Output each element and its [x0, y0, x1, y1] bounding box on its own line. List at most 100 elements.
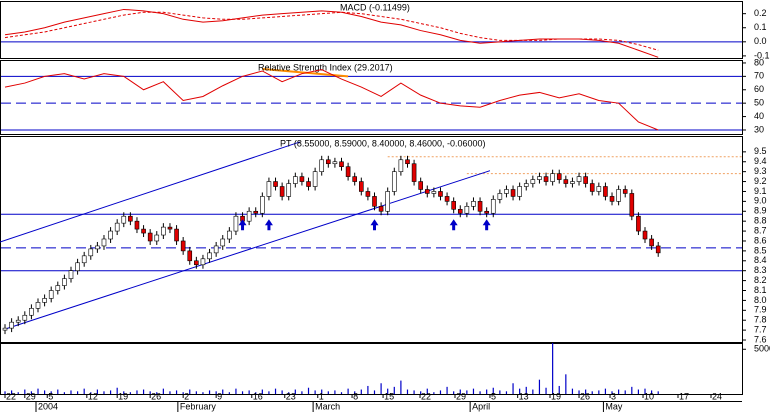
x-tick-label: 29 — [26, 391, 36, 401]
candle-body — [543, 176, 549, 182]
y-tick-label: 50000 — [754, 344, 770, 354]
candle-body — [391, 171, 397, 192]
candle-body — [332, 161, 338, 165]
y-tick-label: 8.1 — [754, 285, 767, 295]
candle-body — [411, 163, 417, 182]
candle-body — [563, 179, 569, 184]
x-tick-label: 9 — [217, 391, 222, 401]
candle-body — [523, 183, 529, 187]
candle-body — [233, 215, 239, 232]
candle-body — [457, 208, 463, 214]
y-tick-label: 9.5 — [754, 146, 767, 156]
candle-body — [636, 215, 641, 232]
x-tick-label: 16 — [253, 391, 263, 401]
y-tick-label: 40 — [754, 111, 764, 121]
candle-body — [603, 186, 608, 197]
x-tick-label: 13 — [519, 391, 529, 401]
candle-body — [220, 238, 226, 247]
candle-body — [556, 173, 562, 180]
candle-body — [372, 196, 377, 207]
x-tick-label: 29 — [456, 391, 466, 401]
y-tick-label: 9.0 — [754, 196, 767, 206]
candle-body — [9, 321, 14, 329]
y-tick-label: 9.3 — [754, 166, 767, 176]
candle-body — [589, 183, 595, 192]
panel-frame — [0, 1, 743, 59]
x-tick-label: 5 — [491, 391, 496, 401]
candle-body — [517, 186, 522, 197]
candle-body — [299, 176, 305, 182]
candle-body — [477, 201, 483, 212]
candle-body — [187, 250, 193, 262]
signal-arrow — [238, 219, 247, 231]
candle-body — [424, 189, 430, 194]
candle-body — [352, 176, 358, 182]
panel-frame — [0, 136, 743, 343]
candle-body — [174, 228, 179, 242]
candle-body — [438, 191, 443, 197]
candle-body — [279, 186, 285, 197]
candle-body — [418, 181, 423, 190]
month-label: 2004 — [38, 401, 58, 411]
x-tick-label: 12 — [88, 391, 98, 401]
candle-body — [88, 248, 94, 257]
candle-body — [405, 159, 410, 165]
candle-body — [194, 260, 199, 266]
x-tick-label: 1 — [319, 391, 324, 401]
candle-body — [345, 166, 351, 177]
candle-body — [504, 189, 509, 194]
candle-body — [490, 199, 496, 214]
x-tick-label: 22 — [6, 391, 16, 401]
candle-body — [48, 290, 54, 299]
series-line — [4, 8, 659, 58]
candle-body — [537, 176, 542, 180]
y-tick-label: 9.1 — [754, 186, 767, 196]
y-tick-label: 8.4 — [754, 255, 767, 265]
candle-body — [2, 327, 8, 331]
x-tick-label: 15 — [384, 391, 394, 401]
y-tick-label: 0.0 — [754, 36, 767, 46]
y-tick-label: 7.9 — [754, 305, 767, 315]
candle-body — [451, 201, 456, 210]
y-tick-label: 8.7 — [754, 225, 767, 235]
trend-line — [0, 141, 301, 243]
y-tick-label: 30 — [754, 124, 764, 134]
candle-body — [81, 255, 87, 264]
y-tick-label: 0.1 — [754, 22, 767, 32]
candle-body — [134, 220, 140, 230]
candle-body — [167, 226, 173, 230]
candle-body — [75, 262, 80, 271]
candle-body — [398, 159, 404, 172]
candle-body — [510, 189, 516, 197]
candle-body — [642, 230, 648, 240]
candle-body — [339, 161, 344, 168]
candle-body — [312, 171, 318, 187]
y-tick-label: 7.8 — [754, 315, 767, 325]
candle-body — [471, 201, 476, 207]
candle-body — [444, 196, 450, 202]
candle-body — [649, 238, 654, 247]
candle-body — [293, 176, 298, 184]
candle-body — [246, 210, 252, 222]
candle-body — [622, 189, 628, 194]
x-tick-label: 26 — [580, 391, 590, 401]
signal-arrow — [482, 219, 491, 231]
panel-frame — [0, 60, 743, 135]
candle-body — [464, 206, 470, 214]
trend-line — [4, 170, 491, 330]
candle-body — [266, 181, 272, 197]
candle-body — [616, 189, 621, 202]
y-tick-label: 8.3 — [754, 265, 767, 275]
candle-body — [121, 215, 127, 224]
y-tick-label: 80 — [754, 57, 764, 67]
y-tick-label: 9.4 — [754, 156, 767, 166]
candle-body — [629, 193, 635, 217]
series-line — [4, 11, 659, 51]
candle-body — [576, 176, 582, 182]
x-tick-label: 5 — [48, 391, 53, 401]
y-tick-label: 8.8 — [754, 216, 767, 226]
candle-body — [95, 245, 100, 250]
candle-body — [359, 181, 364, 192]
y-tick-label: 70 — [754, 71, 764, 81]
